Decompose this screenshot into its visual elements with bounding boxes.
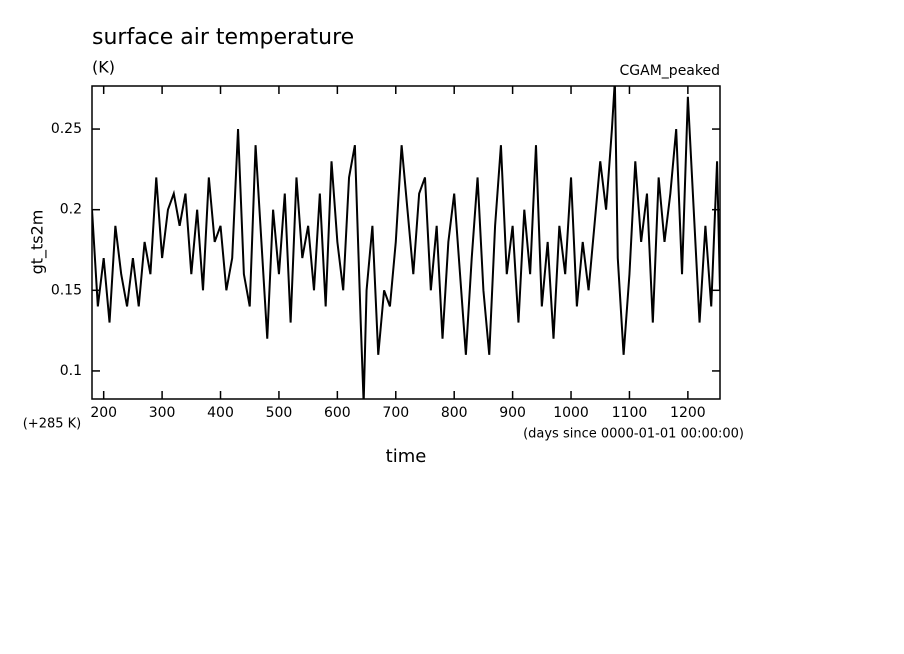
x-tick-label: 300 (149, 405, 176, 421)
plot-frame (91, 85, 721, 400)
y-tick-label: 0.2 (60, 202, 82, 218)
data-line (92, 86, 720, 399)
chart-subtitle: (K) (92, 58, 115, 77)
y-tick-label: 0.25 (51, 121, 82, 137)
x-tick-label: 400 (207, 405, 234, 421)
y-tick-label: 0.15 (51, 282, 82, 298)
y-offset-label: (+285 K) (23, 417, 82, 432)
x-axis-label: time (386, 446, 427, 467)
x-tick-label: 200 (90, 405, 117, 421)
x-tick-label: 600 (324, 405, 351, 421)
x-tick-label: 800 (441, 405, 468, 421)
x-tick-label: 500 (266, 405, 293, 421)
annotation: CGAM_peaked (620, 63, 720, 79)
x-tick-label: 1000 (553, 405, 589, 421)
x-tick-label: 1200 (670, 405, 706, 421)
x-tick-label: 900 (499, 405, 526, 421)
x-tick-label: 1100 (612, 405, 648, 421)
x-tick-label: 700 (382, 405, 409, 421)
y-tick-label: 0.1 (60, 363, 82, 379)
y-axis-label: gt_ts2m (28, 210, 48, 275)
chart-title: surface air temperature (92, 25, 354, 50)
x-units-label: (days since 0000-01-01 00:00:00) (523, 427, 744, 442)
